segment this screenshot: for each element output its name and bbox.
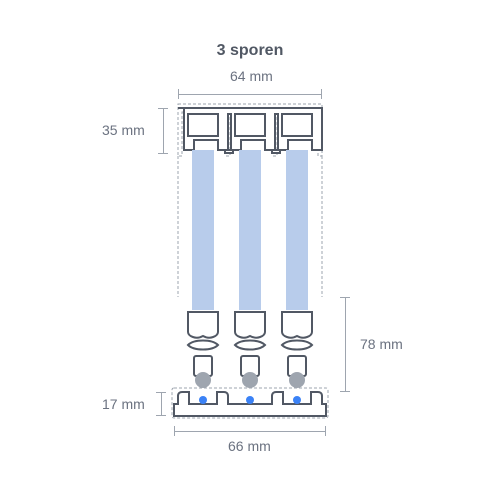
hanger-divider [225, 150, 233, 153]
rail-dot [246, 396, 254, 404]
rail-dot [293, 396, 301, 404]
rail-dot [199, 396, 207, 404]
top-rail-profile [178, 108, 322, 150]
carrier-3 [282, 312, 312, 388]
carrier-2 [235, 312, 265, 388]
carrier-1 [188, 312, 218, 388]
hanger-divider [272, 150, 280, 153]
panel-3 [286, 150, 308, 310]
panel-2 [239, 150, 261, 310]
diagram-svg [0, 0, 500, 500]
panel-1 [192, 150, 214, 310]
